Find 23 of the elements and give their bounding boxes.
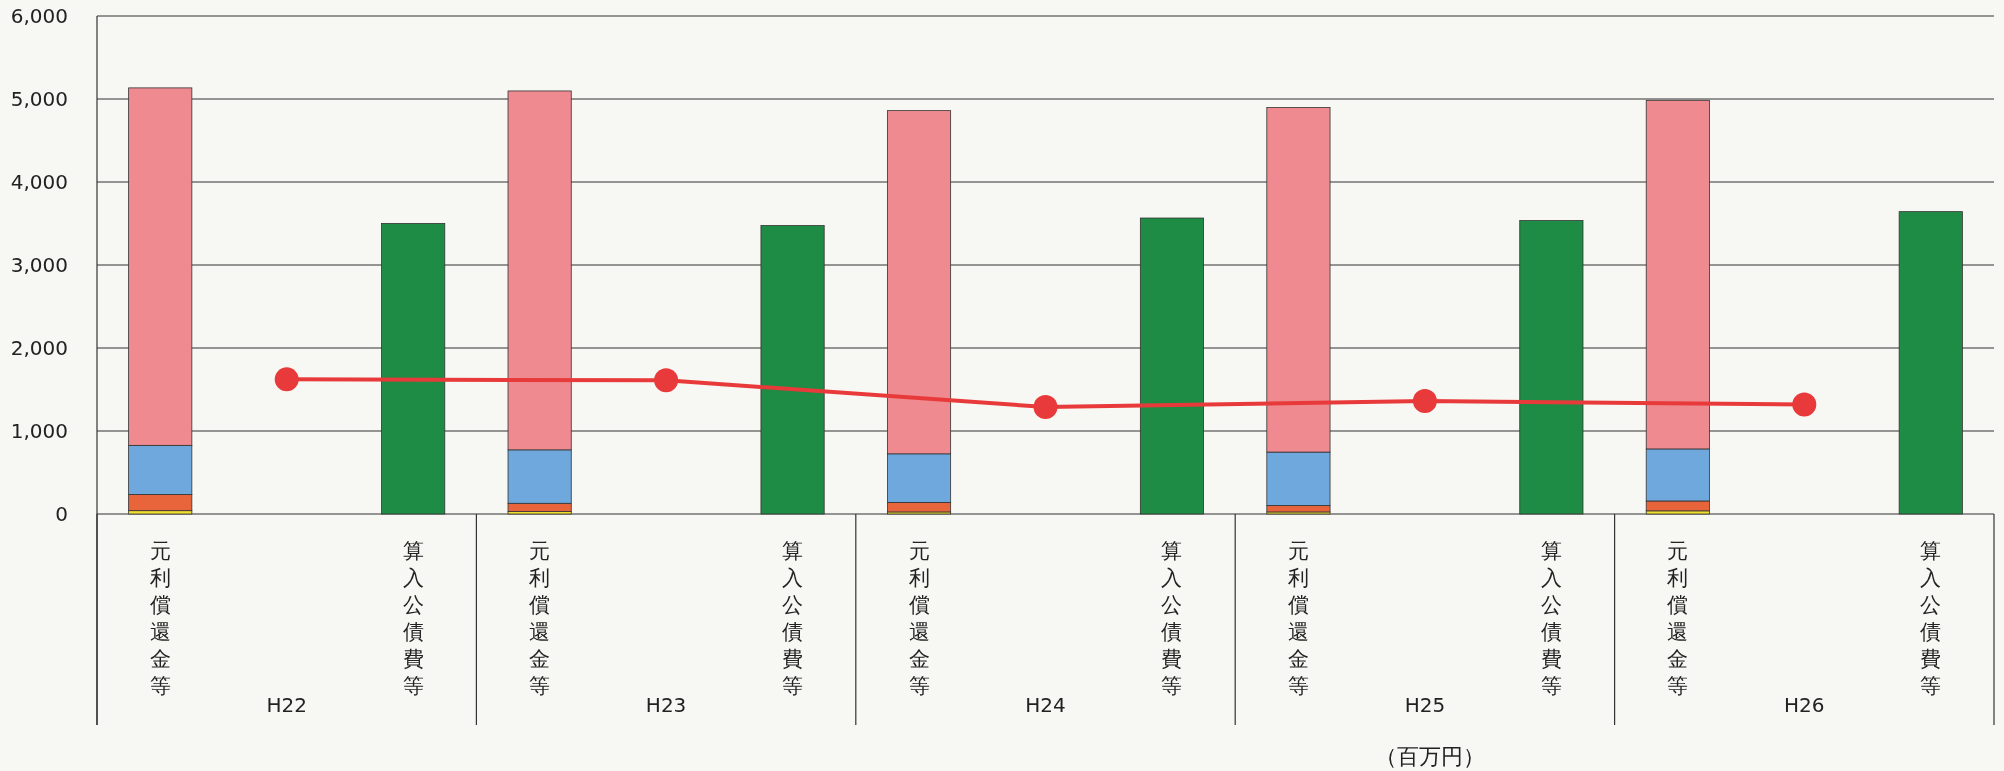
x-tick-label: 元利償還金等 (1287, 539, 1309, 698)
x-tick-label: 算入公債費等 (782, 539, 804, 698)
text: H23 (645, 693, 687, 717)
x-tick-label: 元利償還金等 (149, 539, 171, 698)
y-tick-label: 0 (55, 502, 68, 526)
x-tick-label: 算入公債費等 (402, 539, 424, 698)
text: H24 (1025, 693, 1066, 717)
y-tick-label: 5,000 (10, 87, 68, 111)
text: H22 (266, 693, 307, 717)
y-tick-label: 4,000 (10, 170, 68, 194)
text: H25 (1404, 693, 1446, 717)
y-tick-label: 3,000 (10, 253, 68, 277)
x-tick-label: 算入公債費等 (1920, 539, 1942, 698)
y-tick-label: 1,000 (10, 419, 68, 443)
text: （百万円） (1375, 744, 1485, 769)
x-tick-label: 算入公債費等 (1540, 539, 1562, 698)
x-tick-label: 元利償還金等 (908, 539, 930, 698)
y-tick-label: 6,000 (10, 4, 68, 28)
y-tick-label: 2,000 (10, 336, 68, 360)
x-tick-label: 元利償還金等 (1667, 539, 1689, 698)
x-tick-label: 元利償還金等 (529, 539, 551, 698)
text: H26 (1784, 693, 1825, 717)
x-tick-label: 算入公債費等 (1161, 539, 1183, 698)
